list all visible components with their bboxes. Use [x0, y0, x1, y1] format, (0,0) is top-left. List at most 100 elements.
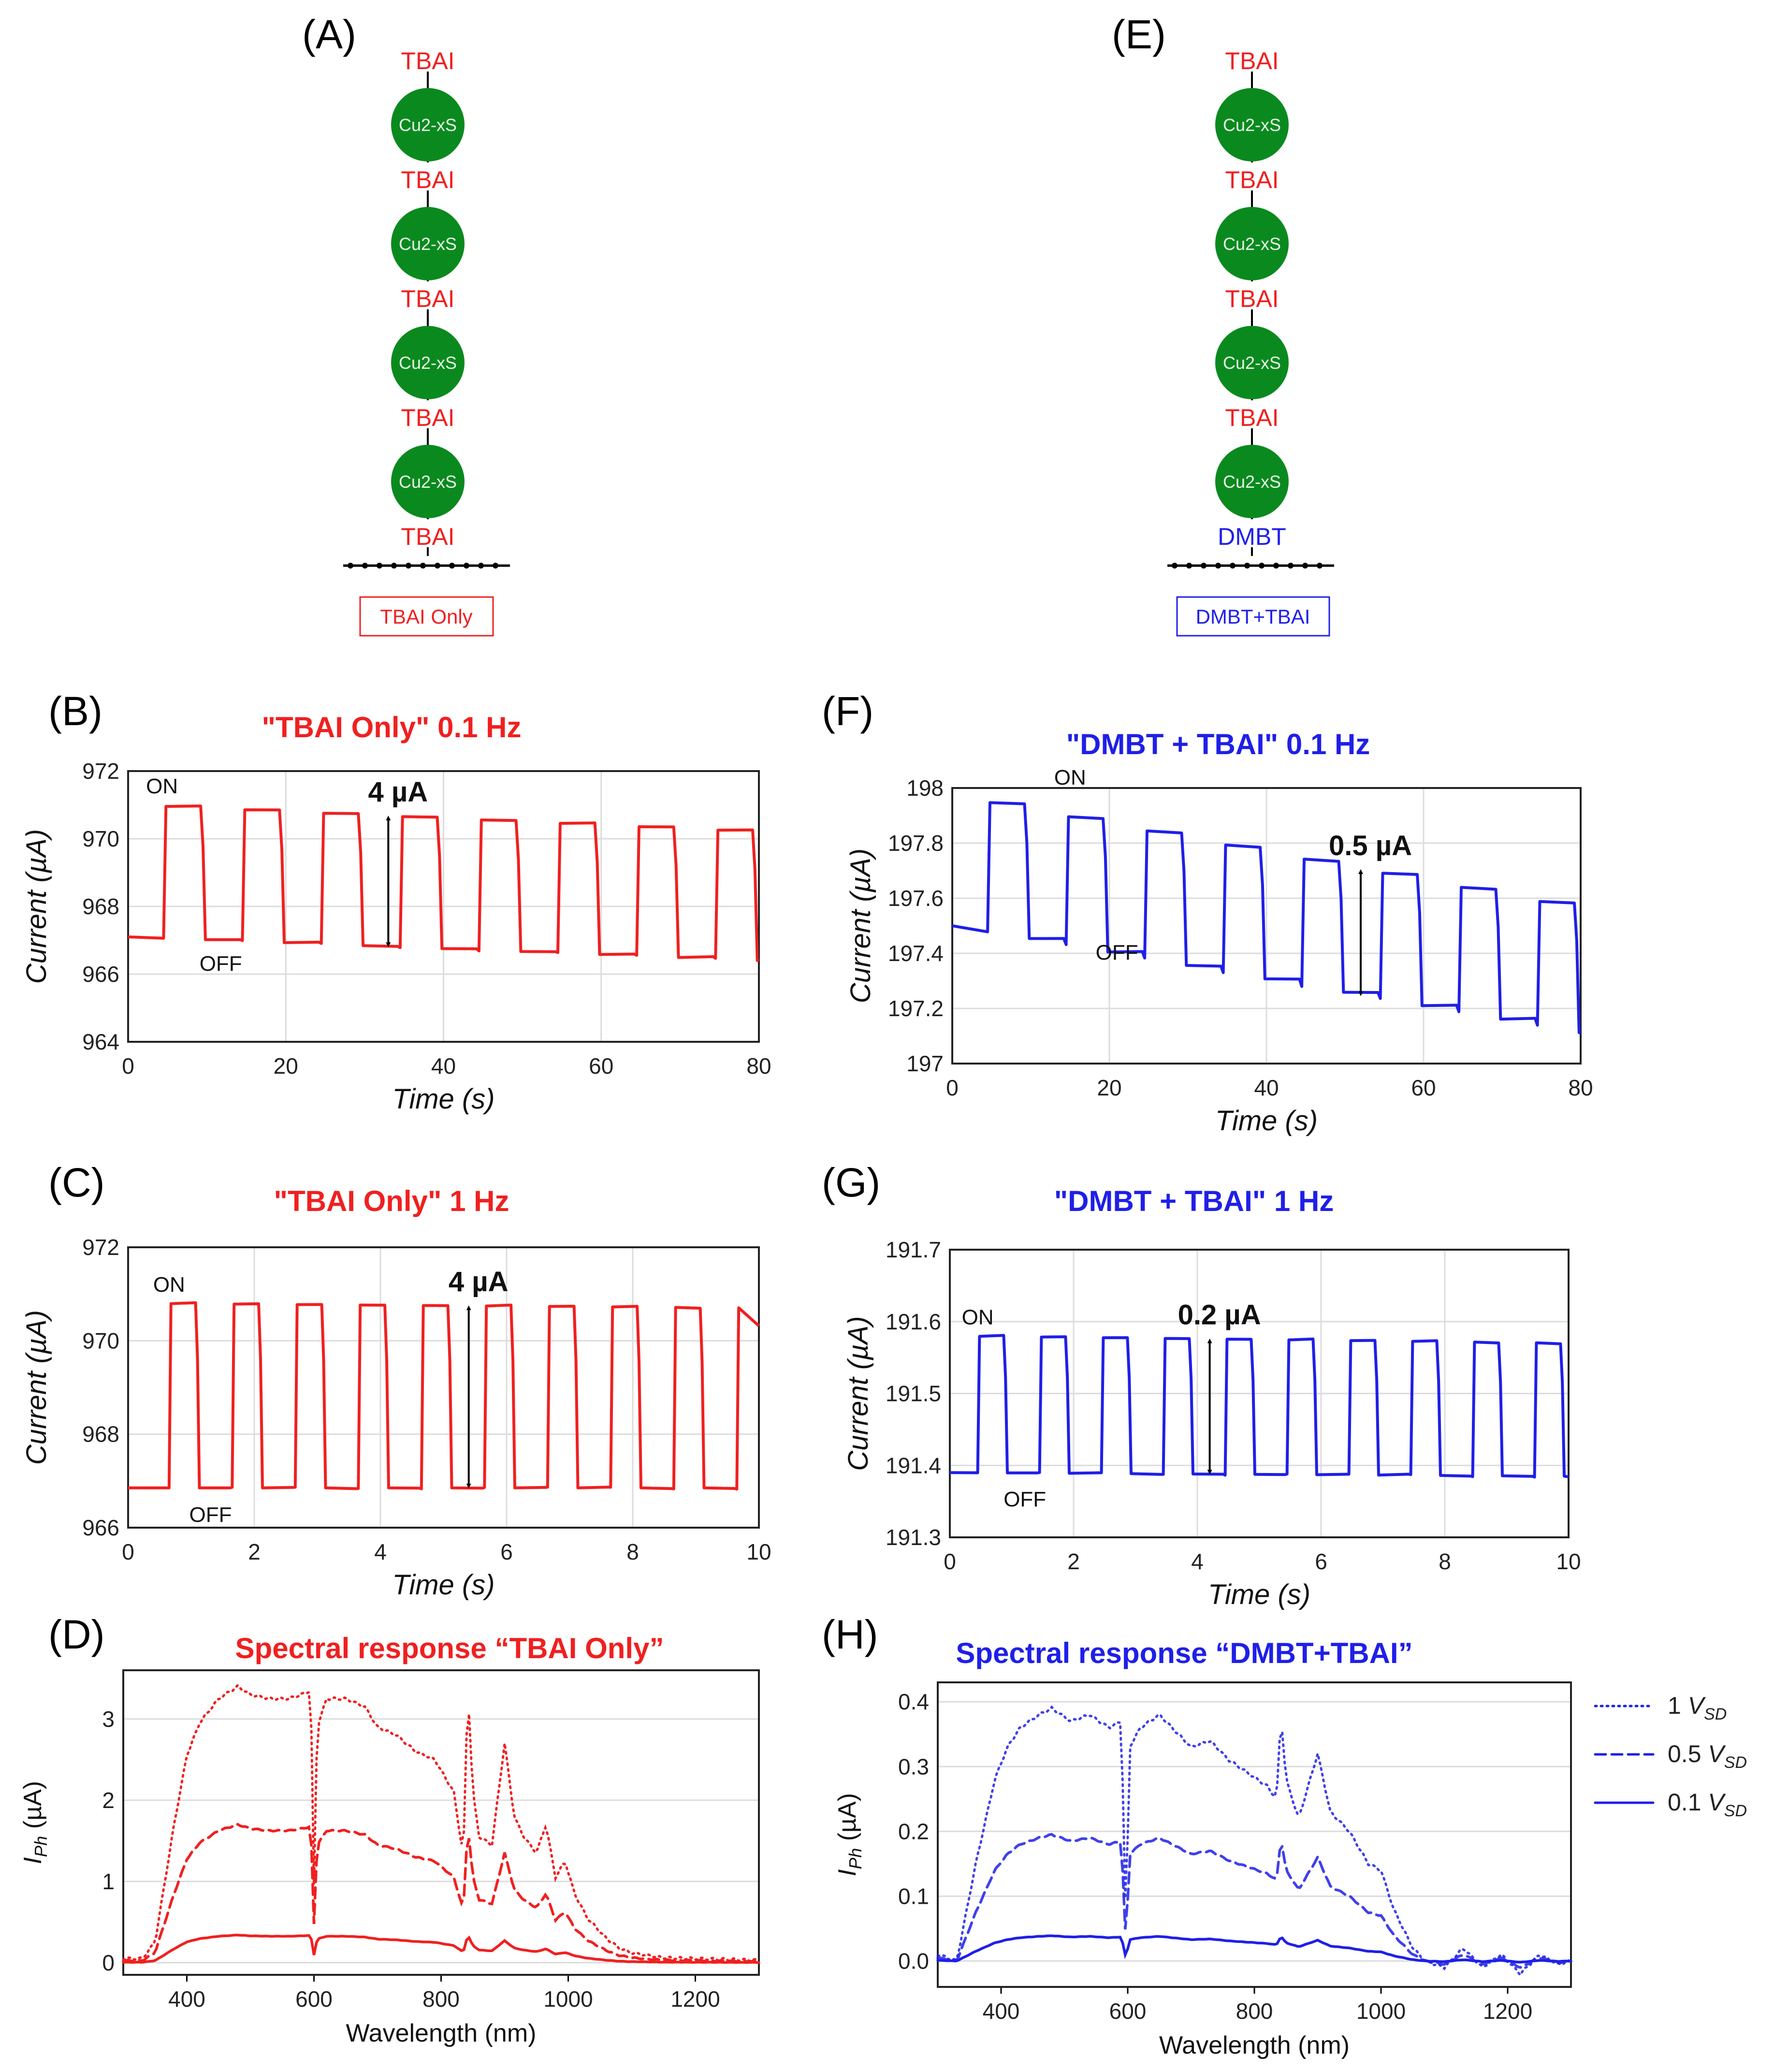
plot-frame: [122, 1669, 760, 1976]
label-box: [1176, 596, 1330, 637]
x-axis-label: Time (s): [392, 1569, 494, 1601]
x-tick-label: 4: [1191, 1549, 1204, 1574]
ligand-label-group: TBAI TBAI TBAI TBAI DMBT: [1218, 44, 1286, 550]
chart-title: "DMBT + TBAI" 0.1 Hz: [1066, 728, 1370, 760]
y-tick-label: 972: [82, 759, 119, 784]
nanoparticle-label: Cu2-xS: [399, 472, 457, 492]
y-tick-label: 197.6: [888, 886, 944, 911]
series-line: [949, 1334, 1569, 1479]
on-annotation: ON: [146, 774, 178, 798]
panel-label: (B): [48, 688, 102, 734]
panel-label: (C): [48, 1160, 105, 1205]
label-box: [359, 596, 494, 637]
amplitude-label: 4 µA: [449, 1266, 509, 1298]
x-tick-label: 4: [374, 1539, 387, 1564]
x-tick-label: 6: [500, 1539, 513, 1564]
schematic-dmbt-tbai: (E) TBAI TBAI TBAI TBAI DMBT Cu2-xS Cu2-…: [1112, 12, 1334, 637]
x-tick-label: 0: [122, 1053, 134, 1079]
nanoparticle-label: Cu2-xS: [399, 234, 457, 254]
substrate: [343, 563, 510, 569]
off-annotation: OFF: [189, 1503, 232, 1527]
x-tick-label: 800: [1236, 1999, 1273, 2024]
y-tick-label: 0.4: [898, 1689, 929, 1714]
chart-title: Spectral response “DMBT+TBAI”: [956, 1637, 1412, 1669]
y-tick-label: 191.4: [886, 1453, 941, 1478]
y-tick-label: 3: [102, 1707, 115, 1732]
x-tick-label: 10: [746, 1539, 771, 1564]
amplitude-label: 0.2 µA: [1178, 1299, 1261, 1331]
y-tick-label: 0.2: [898, 1819, 929, 1844]
y-tick-label: 966: [82, 962, 119, 987]
y-tick-label: 972: [82, 1235, 119, 1260]
x-tick-label: 40: [431, 1053, 456, 1079]
series-dotted: [122, 1683, 760, 1962]
series-line: [128, 804, 760, 963]
on-annotation: ON: [962, 1306, 994, 1329]
x-tick-label: 1000: [543, 1986, 593, 2012]
x-tick-label: 400: [168, 1986, 205, 2012]
x-axis-label: Wavelength (nm): [1159, 2031, 1350, 2059]
panel-label: (H): [822, 1612, 878, 1657]
x-tick-label: 1200: [670, 1986, 720, 2012]
series-line: [952, 801, 1582, 1035]
series-line: [128, 1301, 760, 1491]
off-annotation: OFF: [200, 952, 242, 976]
series-solid: [122, 1934, 760, 1964]
x-tick-label: 2: [1067, 1549, 1080, 1574]
panel-label-e: (E): [1112, 12, 1166, 57]
schematic-tbai-only: (A) TBAI TBAI TBAI TBAI TBAI Cu2-xS Cu2-…: [302, 12, 510, 637]
chart-spectral-dmbt-tbai: (H) Spectral response “DMBT+TBAI” 0.0 0.1 0.…: [822, 1612, 1572, 2059]
chart-title: "DMBT + TBAI" 1 Hz: [1054, 1185, 1334, 1217]
nanoparticle-label: Cu2-xS: [399, 353, 457, 373]
x-tick-label: 80: [746, 1053, 771, 1079]
y-tick-label: 964: [82, 1029, 119, 1054]
y-tick-label: 0: [102, 1950, 115, 1975]
x-tick-label: 40: [1254, 1075, 1279, 1100]
x-axis-label: Time (s): [392, 1083, 494, 1115]
y-tick-label: 191.6: [886, 1309, 941, 1334]
nanoparticle: Cu2-xS: [391, 207, 465, 280]
y-tick-label: 1: [102, 1869, 115, 1894]
x-tick-label: 20: [1097, 1075, 1121, 1100]
y-tick-label: 0.3: [898, 1754, 929, 1779]
nanoparticle: Cu2-xS: [391, 326, 465, 399]
label-box-text: DMBT+TBAI: [1196, 605, 1310, 628]
ligand-label: TBAI: [1225, 47, 1279, 74]
nanoparticle-label: Cu2-xS: [1223, 472, 1281, 492]
x-tick-label: 1000: [1356, 1999, 1406, 2024]
ligand-label: TBAI: [401, 523, 454, 550]
chart-tbai-only-0-1hz: (B) "TBAI Only" 0.1 Hz 964 966 968 970 972 0 20 4…: [21, 688, 771, 1115]
chart-dmbt-tbai-1hz: (G) "DMBT + TBAI" 1 Hz 191.3 191.4 191.5 191.…: [822, 1160, 1581, 1610]
y-tick-label: 968: [82, 1422, 119, 1447]
y-tick-label: 191.3: [886, 1525, 941, 1550]
x-tick-label: 0: [122, 1539, 134, 1564]
nanoparticle: Cu2-xS: [391, 445, 465, 518]
x-tick-label: 600: [1109, 1999, 1147, 2024]
x-tick-label: 2: [248, 1539, 261, 1564]
legend-entry: 0.1 VSD: [1668, 1789, 1747, 1820]
x-tick-label: 10: [1556, 1549, 1581, 1574]
ligand-label: TBAI: [401, 166, 454, 193]
nanoparticle: Cu2-xS: [391, 88, 465, 161]
panel-label: (G): [822, 1160, 880, 1205]
x-tick-label: 800: [422, 1986, 460, 2012]
x-tick-label: 60: [1411, 1075, 1436, 1100]
y-tick-label: 197: [906, 1051, 944, 1076]
series-solid: [936, 1934, 1572, 1964]
off-annotation: OFF: [1003, 1488, 1046, 1511]
x-tick-label: 8: [626, 1539, 639, 1564]
ligand-label: DMBT: [1218, 523, 1286, 550]
plot-frame: [949, 1249, 1570, 1538]
x-tick-label: 1200: [1483, 1999, 1532, 2024]
chart-title: "TBAI Only" 0.1 Hz: [262, 711, 522, 744]
series-dotted: [936, 1705, 1572, 1977]
x-tick-label: 60: [589, 1053, 613, 1079]
y-axis-label: Current (µA): [21, 829, 52, 984]
x-tick-label: 0: [944, 1549, 956, 1574]
on-annotation: ON: [153, 1273, 185, 1297]
x-axis-label: Wavelength (nm): [346, 2019, 537, 2047]
y-axis-label: Current (µA): [843, 1316, 874, 1471]
on-annotation: ON: [1054, 766, 1086, 789]
nanoparticle-label: Cu2-xS: [1223, 115, 1281, 135]
